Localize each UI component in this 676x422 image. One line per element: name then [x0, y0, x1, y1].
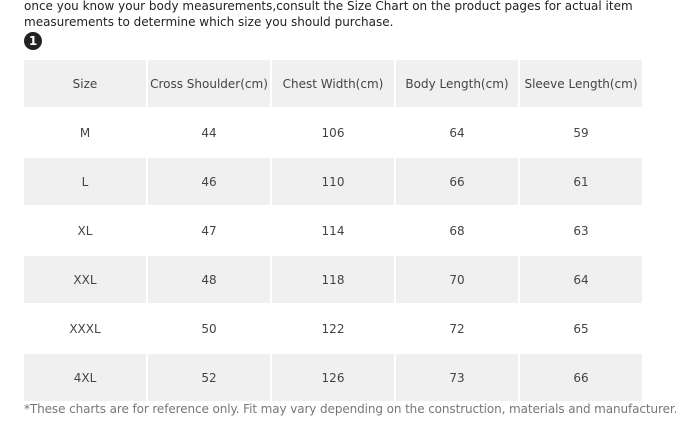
- table-cell: 50: [201, 321, 217, 336]
- header-cell: Sleeve Length(cm): [520, 60, 642, 107]
- footnote: *These charts are for reference only. Fi…: [24, 402, 676, 416]
- table-cell: 63: [573, 223, 589, 238]
- intro-text: once you know your body measurements,con…: [24, 0, 633, 30]
- table-cell: 73: [396, 354, 518, 401]
- table-cell: 106: [321, 125, 345, 140]
- intro-line: once you know your body measurements,con…: [24, 0, 633, 13]
- table-cell: 68: [449, 223, 465, 238]
- table-cell: 65: [573, 321, 589, 336]
- table-cell: 52: [148, 354, 270, 401]
- table-cell: 114: [321, 223, 345, 238]
- table-cell: 61: [520, 158, 642, 205]
- table-cell: XXXL: [69, 321, 101, 336]
- header-cell: Chest Width(cm): [272, 60, 394, 107]
- table-row: M 44 106 64 59: [24, 109, 642, 156]
- table-cell: 64: [520, 256, 642, 303]
- intro-line: measurements to determine which size you…: [24, 15, 394, 29]
- table-cell: 66: [396, 158, 518, 205]
- table-cell: 46: [148, 158, 270, 205]
- table-cell: 66: [520, 354, 642, 401]
- table-cell: XXL: [24, 256, 146, 303]
- table-cell: L: [24, 158, 146, 205]
- size-table: Size Cross Shoulder(cm) Chest Width(cm) Bod…: [22, 58, 644, 403]
- header-cell: Body Length(cm): [396, 60, 518, 107]
- table-cell: 72: [449, 321, 465, 336]
- step-badge: 1: [24, 32, 42, 50]
- table-cell: 4XL: [24, 354, 146, 401]
- table-cell: 59: [573, 125, 589, 140]
- table-row: XXL 48 118 70 64: [24, 256, 642, 303]
- table-row: L 46 110 66 61: [24, 158, 642, 205]
- table-row: 4XL 52 126 73 66: [24, 354, 642, 401]
- table-cell: M: [79, 125, 91, 140]
- table-cell: 122: [321, 321, 345, 336]
- table-cell: 110: [272, 158, 394, 205]
- table-cell: 47: [201, 223, 217, 238]
- table-cell: 126: [272, 354, 394, 401]
- table-cell: 44: [201, 125, 217, 140]
- table-row: XXXL 50 122 72 65: [24, 305, 642, 352]
- table-cell: 48: [148, 256, 270, 303]
- table-row: XL 47 114 68 63: [24, 207, 642, 254]
- table-cell: XL: [77, 223, 93, 238]
- header-cell: Cross Shoulder(cm): [148, 60, 270, 107]
- table-cell: 118: [272, 256, 394, 303]
- header-row: Size Cross Shoulder(cm) Chest Width(cm) Bod…: [24, 60, 642, 107]
- table-cell: 64: [449, 125, 465, 140]
- header-cell: Size: [24, 60, 146, 107]
- table-cell: 70: [396, 256, 518, 303]
